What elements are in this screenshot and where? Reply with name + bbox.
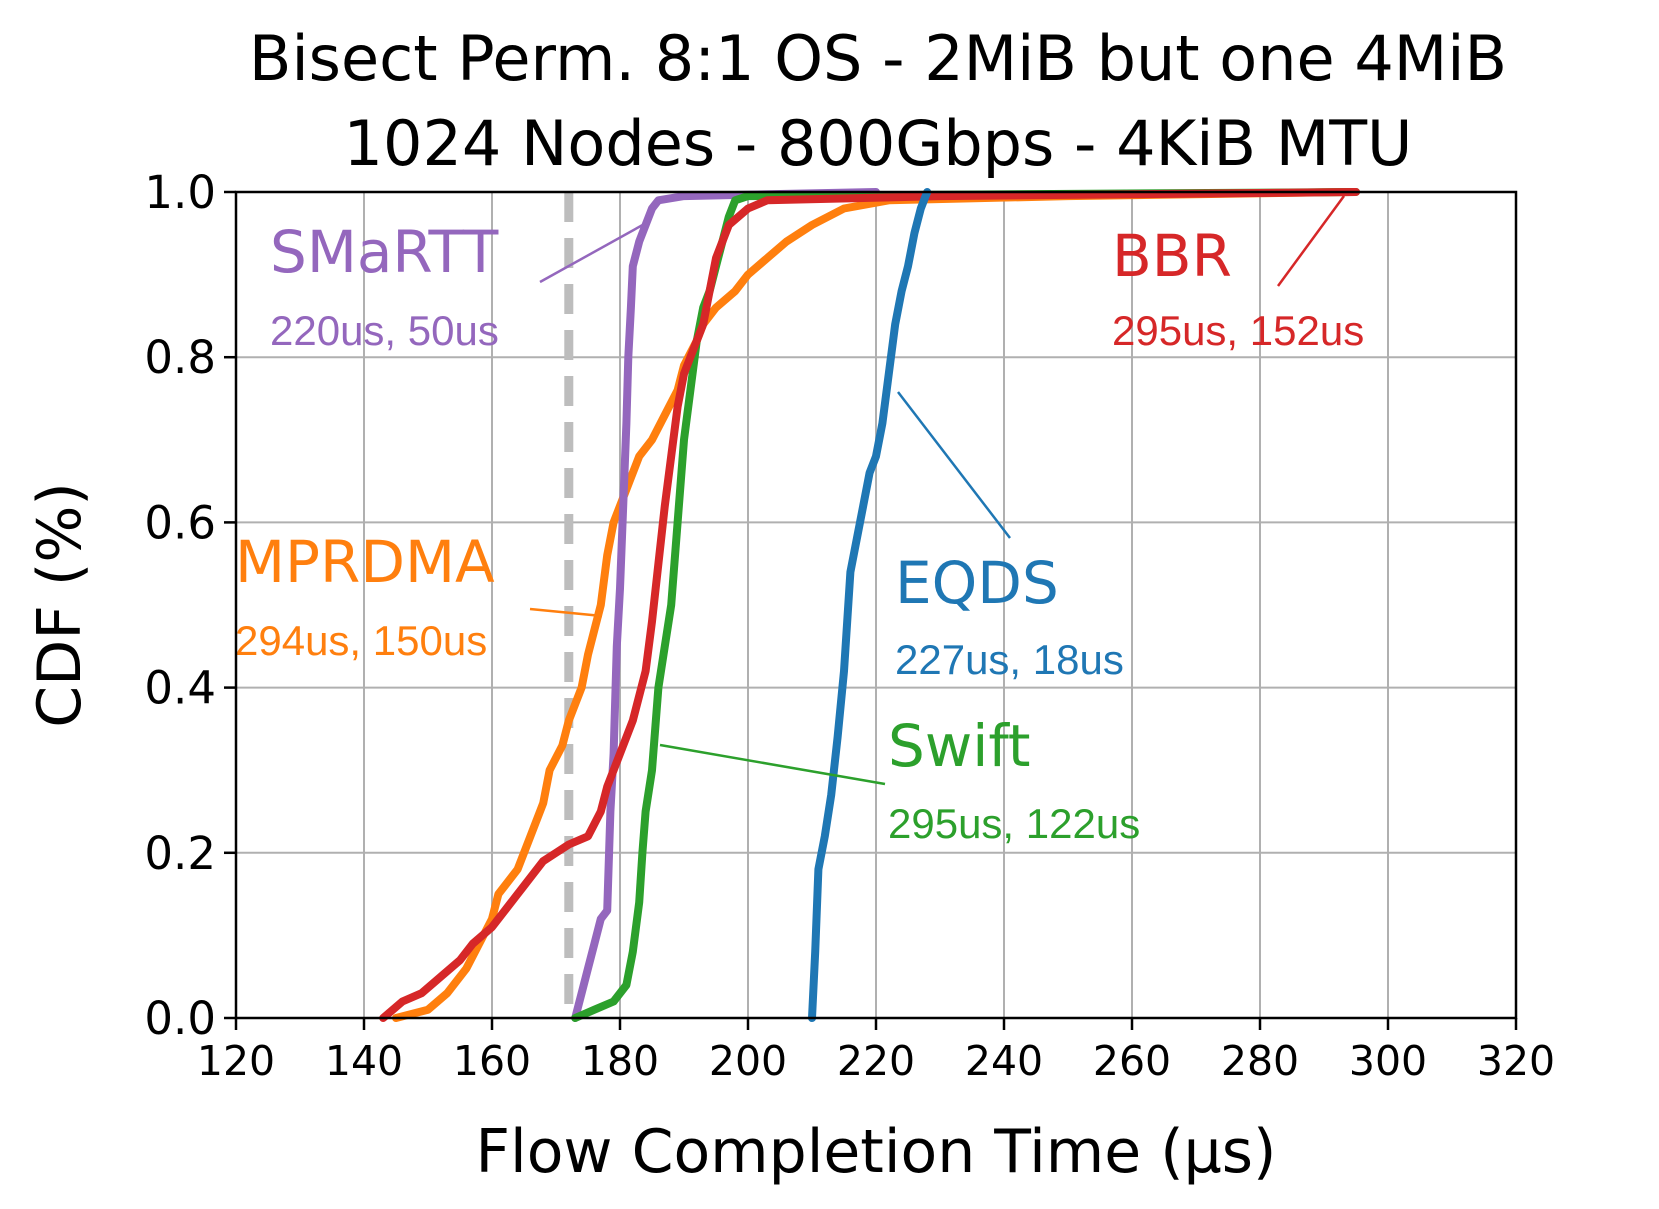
leader-line-eqds	[897, 391, 1011, 539]
chart-title-line1: Bisect Perm. 8:1 OS - 2MiB but one 4MiB	[249, 22, 1507, 95]
x-tick-label: 300	[1349, 1037, 1427, 1085]
x-tick-label: 220	[837, 1037, 915, 1085]
annotations: MPRDMA 294us, 150us SMaRTT 220us, 50us Swift…	[235, 195, 1364, 847]
series-line-smartt	[571, 188, 880, 1022]
leader-line-mprdma	[529, 607, 603, 618]
series-label-eqds: EQDS	[895, 549, 1059, 617]
x-tick-label: 200	[709, 1037, 787, 1085]
x-tick-label: 140	[325, 1037, 403, 1085]
series-stats-eqds: 227us, 18us	[895, 636, 1124, 683]
series-line-bbr	[379, 188, 1360, 1022]
chart-title-line2: 1024 Nodes - 800Gbps - 4KiB MTU	[344, 107, 1413, 180]
x-tick-label: 120	[197, 1037, 275, 1085]
series-stats-bbr: 295us, 152us	[1112, 307, 1364, 354]
x-tick-label: 260	[1093, 1037, 1171, 1085]
x-tick-label: 280	[1221, 1037, 1299, 1085]
series-label-swift: Swift	[888, 712, 1031, 780]
y-tick-label: 0.2	[144, 827, 216, 880]
y-tick-label: 0.4	[144, 662, 216, 715]
leader-line-bbr	[1276, 195, 1346, 287]
x-tick-label: 160	[453, 1037, 531, 1085]
x-tick-label: 240	[965, 1037, 1043, 1085]
y-axis-label: CDF (%)	[25, 482, 95, 728]
series-label-mprdma: MPRDMA	[235, 528, 495, 596]
x-axis-ticks: 120 140 160 180 200 220 240 260 280 300 320	[197, 1018, 1555, 1085]
x-axis-label: Flow Completion Time (µs)	[476, 1117, 1277, 1187]
series-label-smartt: SMaRTT	[270, 218, 499, 286]
leader-line-swift	[659, 743, 886, 786]
y-tick-label: 0.0	[144, 992, 216, 1045]
y-axis-ticks: 0.0 0.2 0.4 0.6 0.8 1.0	[144, 166, 236, 1045]
leader-line-smartt	[539, 220, 649, 284]
y-tick-label: 1.0	[144, 166, 216, 219]
y-tick-label: 0.6	[144, 496, 216, 549]
series-group	[379, 188, 1360, 1022]
y-tick-label: 0.8	[144, 331, 216, 384]
series-stats-mprdma: 294us, 150us	[235, 617, 487, 664]
series-label-bbr: BBR	[1112, 222, 1232, 290]
series-line-eqds	[808, 188, 932, 1022]
series-stats-smartt: 220us, 50us	[270, 307, 499, 354]
series-stats-swift: 295us, 122us	[888, 800, 1140, 847]
x-tick-label: 320	[1477, 1037, 1555, 1085]
x-tick-label: 180	[581, 1037, 659, 1085]
